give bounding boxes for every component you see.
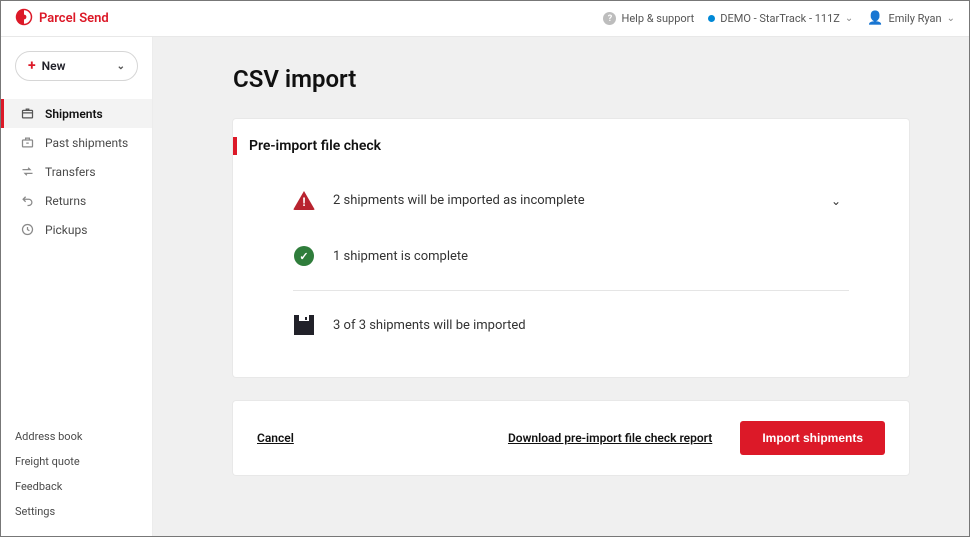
divider (293, 290, 849, 291)
avatar-icon: 👤 (867, 12, 883, 25)
chevron-down-icon: ⌄ (845, 13, 853, 24)
brand-logo-icon (15, 8, 33, 30)
status-dot-icon (708, 15, 715, 22)
sidebar-link-freight-quote[interactable]: Freight quote (15, 455, 138, 468)
sidebar-item-shipments[interactable]: Shipments (1, 99, 152, 128)
plus-icon: + (28, 58, 36, 74)
chevron-down-icon: ⌄ (117, 61, 125, 72)
main-content: CSV import Pre-import file check 2 shipm… (153, 37, 969, 536)
complete-message: 1 shipment is complete (333, 249, 849, 264)
sidebar: + New ⌄ Shipments Past shipments (1, 37, 153, 536)
cancel-link[interactable]: Cancel (257, 431, 294, 445)
user-name: Emily Ryan (888, 12, 941, 25)
sidebar-item-label: Pickups (45, 223, 87, 237)
help-support-link[interactable]: ? Help & support (603, 12, 694, 25)
chevron-down-icon: ⌄ (947, 13, 955, 24)
account-label: DEMO - StarTrack - 111Z (720, 12, 840, 25)
warning-icon (293, 191, 315, 210)
sidebar-item-label: Returns (45, 194, 86, 208)
sidebar-link-feedback[interactable]: Feedback (15, 480, 138, 493)
user-menu[interactable]: 👤 Emily Ryan ⌄ (867, 12, 955, 25)
action-bar: Cancel Download pre-import file check re… (233, 401, 909, 475)
new-label: New (42, 59, 66, 73)
sidebar-item-label: Past shipments (45, 136, 128, 150)
card-header: Pre-import file check (233, 119, 909, 163)
past-shipments-icon (19, 135, 35, 150)
help-icon: ? (603, 12, 616, 25)
sidebar-item-transfers[interactable]: Transfers (1, 157, 152, 186)
sidebar-item-past-shipments[interactable]: Past shipments (1, 128, 152, 157)
topbar-right: ? Help & support DEMO - StarTrack - 111Z… (603, 12, 955, 25)
incomplete-row[interactable]: 2 shipments will be imported as incomple… (293, 173, 849, 228)
pickups-icon (19, 222, 35, 237)
sidebar-nav: Shipments Past shipments Transfers Retur… (1, 99, 152, 244)
transfers-icon (19, 164, 35, 179)
new-button[interactable]: + New ⌄ (15, 51, 138, 81)
shipments-icon (19, 106, 35, 121)
complete-row: 1 shipment is complete (293, 228, 849, 284)
total-message: 3 of 3 shipments will be imported (333, 318, 849, 333)
check-body: 2 shipments will be imported as incomple… (233, 163, 909, 353)
total-row: 3 of 3 shipments will be imported (293, 297, 849, 353)
help-label: Help & support (621, 12, 694, 25)
page-title: CSV import (233, 65, 909, 93)
topbar: Parcel Send ? Help & support DEMO - Star… (1, 1, 969, 37)
sidebar-bottom: Address book Freight quote Feedback Sett… (1, 430, 152, 536)
save-icon (293, 315, 315, 335)
account-switcher[interactable]: DEMO - StarTrack - 111Z ⌄ (708, 12, 853, 25)
chevron-down-icon: ⌄ (831, 194, 849, 208)
card-title: Pre-import file check (249, 138, 381, 154)
accent-bar (233, 137, 237, 155)
sidebar-item-label: Transfers (45, 165, 96, 179)
sidebar-item-label: Shipments (45, 107, 103, 121)
brand-name: Parcel Send (39, 11, 109, 26)
download-report-link[interactable]: Download pre-import file check report (508, 431, 712, 445)
incomplete-message: 2 shipments will be imported as incomple… (333, 193, 813, 208)
brand[interactable]: Parcel Send (15, 8, 109, 30)
preimport-card: Pre-import file check 2 shipments will b… (233, 119, 909, 377)
sidebar-link-address-book[interactable]: Address book (15, 430, 138, 443)
import-shipments-button[interactable]: Import shipments (740, 421, 885, 455)
success-icon (293, 246, 315, 266)
returns-icon (19, 193, 35, 208)
sidebar-item-returns[interactable]: Returns (1, 186, 152, 215)
sidebar-item-pickups[interactable]: Pickups (1, 215, 152, 244)
sidebar-link-settings[interactable]: Settings (15, 505, 138, 518)
